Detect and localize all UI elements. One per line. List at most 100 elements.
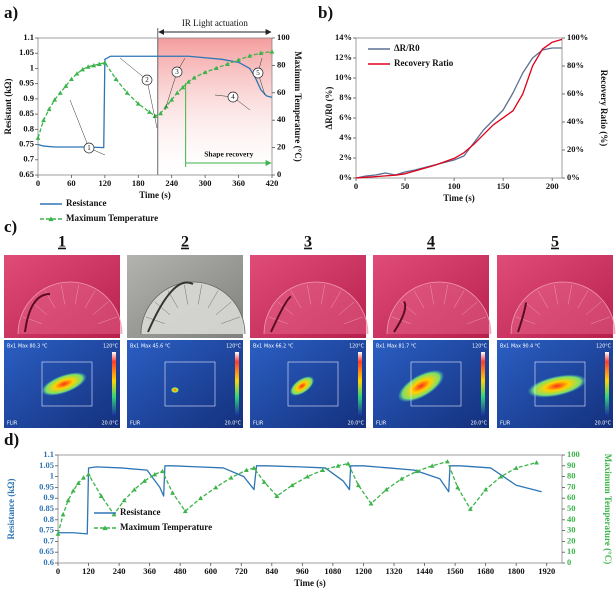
x-tick-label: 1320: [386, 566, 403, 576]
protractor: [386, 281, 492, 335]
x-tick-label: 1800: [508, 566, 525, 576]
scale-bottom: 20.0°C: [471, 421, 488, 427]
scale-top: 120°C: [472, 344, 488, 350]
y2-axis-title: Recovery Ratio (%): [599, 70, 609, 146]
protractor-tick: [338, 301, 355, 315]
series-marker: [63, 83, 69, 88]
box-label: Bx1: [253, 344, 262, 350]
y-tick-label: 0.95: [39, 481, 54, 491]
color-bar: [112, 352, 116, 416]
series-marker: [335, 463, 341, 468]
sample-strip: [270, 295, 292, 333]
x-tick-label: 150: [497, 181, 510, 191]
protractor-tick: [154, 301, 171, 315]
y-tick-label: 1.1: [43, 449, 54, 459]
series-marker: [251, 465, 257, 470]
y-tick-label: 0.65: [39, 546, 54, 556]
scale-top: 120°C: [226, 344, 242, 350]
sample-photo: [497, 255, 613, 338]
y2-tick-label: 60%: [567, 88, 584, 98]
x-tick-label: 1680: [477, 566, 494, 576]
series-marker: [169, 97, 175, 102]
x-tick-label: 300: [199, 178, 212, 188]
x-tick-label: 1080: [324, 566, 341, 576]
measure-box: [534, 361, 586, 407]
box-label: Bx1: [7, 344, 16, 350]
series-marker: [131, 487, 137, 492]
protractor-tick: [330, 290, 342, 309]
x-tick-label: 60: [67, 178, 76, 188]
series-marker: [191, 75, 197, 80]
scale-bottom: 20.0°C: [102, 421, 119, 427]
protractor-tick: [207, 290, 219, 309]
sample-strip: [147, 281, 194, 333]
y-tick-label: 1.1: [23, 32, 34, 42]
series-marker: [81, 475, 86, 480]
protractor-tick: [75, 284, 79, 305]
step-circle: [171, 66, 183, 78]
series-marker: [46, 106, 52, 112]
plot-frame: [355, 37, 563, 179]
color-bar: [235, 352, 239, 416]
x-tick-label: 0: [354, 181, 358, 191]
plot-frame: [37, 37, 273, 176]
step-circle: [252, 67, 264, 79]
step-connector: [69, 99, 90, 149]
series-marker: [399, 476, 405, 481]
box-label: Bx1: [130, 344, 139, 350]
sample-photo: [373, 255, 489, 338]
series-marker: [355, 482, 361, 488]
protractor-tick: [577, 290, 589, 309]
series-marker: [274, 493, 280, 498]
photo-label: 4: [427, 234, 435, 251]
measure-box: [41, 361, 93, 407]
y-tick-label: 8%: [339, 92, 352, 102]
photo-label: 2: [181, 234, 189, 251]
y2-tick-label: 10: [567, 546, 576, 556]
y2-tick-label: 50: [567, 503, 576, 513]
sample-strip: [517, 302, 527, 333]
series-marker: [305, 474, 310, 479]
y2-tick-label: 60: [567, 492, 576, 502]
x-tick-label: 0: [56, 566, 60, 576]
x-tick-label: 1560: [447, 566, 464, 576]
y-tick-label: 6%: [339, 112, 352, 122]
protractor-tick: [61, 284, 65, 305]
max-temp: Max 66.2 °C: [264, 344, 294, 350]
series-marker: [86, 472, 91, 477]
legend-marker: [48, 216, 54, 222]
y2-tick-label: 60: [277, 87, 286, 97]
y2-tick-label: 0%: [567, 172, 580, 182]
series-marker: [445, 459, 450, 464]
y-axis-title: Resistance (kΩ): [6, 479, 16, 540]
protractor-tick: [430, 284, 434, 305]
legend-label: Maximum Temperature: [120, 522, 212, 532]
legend-label: Resistance: [120, 507, 161, 517]
y-tick-label: 0.6: [43, 557, 54, 567]
x-tick-label: 600: [204, 566, 217, 576]
series-marker: [135, 101, 141, 106]
max-temp: Max 45.6 °C: [141, 344, 171, 350]
series-marker: [368, 501, 374, 506]
series-marker: [102, 60, 108, 65]
scale-bottom: 20.0°C: [225, 421, 242, 427]
photo-label: 3: [304, 234, 312, 251]
y2-axis-title: Maximum Temperature (°C): [293, 51, 303, 161]
x-tick-label: 200: [546, 181, 559, 191]
y-tick-label: 0.8: [43, 514, 54, 524]
x-axis-title: Time (s): [443, 193, 475, 203]
scale-top: 120°C: [596, 344, 612, 350]
series-marker: [70, 488, 76, 493]
measure-box: [410, 361, 462, 407]
y-tick-label: 0.9: [43, 492, 54, 502]
series-marker: [180, 84, 186, 90]
panel-letter: c): [4, 217, 17, 236]
protractor-tick: [568, 284, 572, 305]
y-tick-label: 0.65: [19, 169, 34, 179]
legend-label: Maximum Temperature: [66, 213, 158, 223]
y-tick-label: 2%: [339, 152, 352, 162]
y2-tick-label: 80%: [567, 60, 584, 70]
protractor-tick: [268, 316, 288, 324]
x-tick-label: 1200: [355, 566, 372, 576]
